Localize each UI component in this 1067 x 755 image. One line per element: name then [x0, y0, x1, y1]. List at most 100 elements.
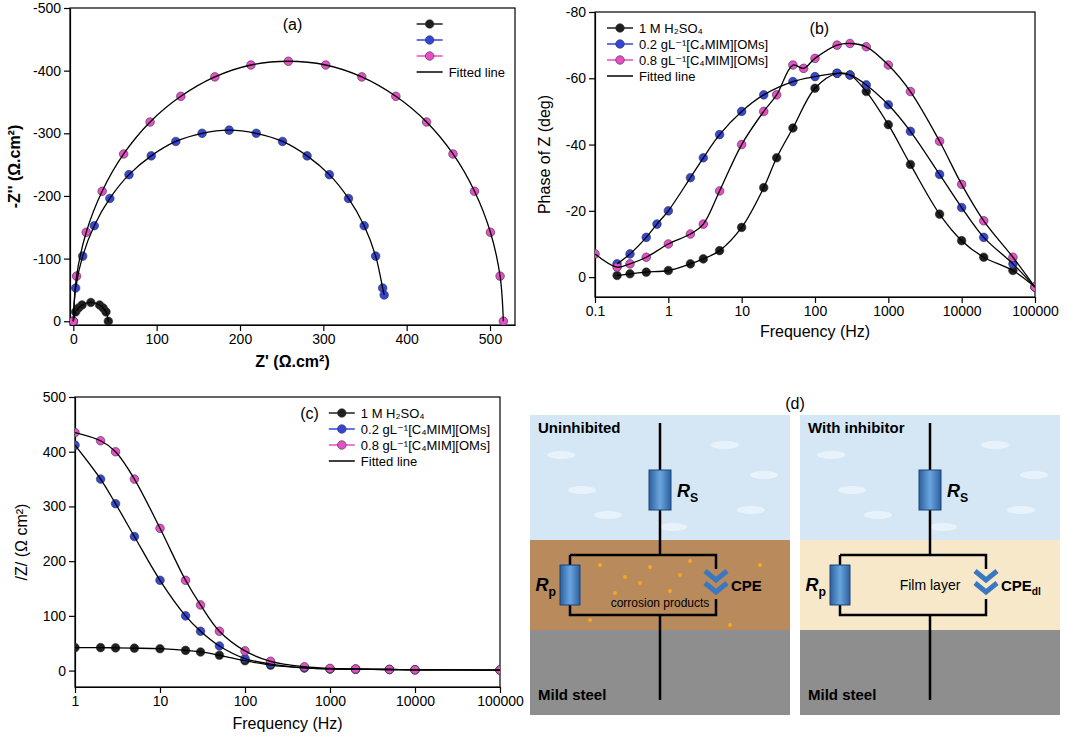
tick: 0 — [58, 663, 75, 679]
plot-area — [70, 57, 508, 325]
texture — [981, 441, 1009, 449]
texture — [838, 486, 866, 494]
legend-entry: 0.2 gL⁻¹[C₄MIM][OMs] — [607, 37, 768, 52]
x-axis: 110100100010000100000 — [72, 687, 524, 709]
legend-line — [329, 460, 355, 462]
panel: 1101001000100001000000100200300400500Fre… — [13, 389, 524, 732]
tick: 0 — [53, 313, 70, 329]
rs-label: RS — [677, 481, 698, 505]
layer-label: Film layer — [900, 577, 961, 593]
tick-label: -400 — [33, 63, 61, 79]
legend-marker — [338, 441, 347, 450]
plot-frame — [70, 8, 515, 325]
series — [613, 69, 1035, 291]
tick-label: 1 — [72, 693, 80, 709]
tick: 400 — [43, 444, 75, 460]
plot-frame — [595, 12, 1035, 297]
corrosion-particle — [688, 559, 692, 563]
legend-marker — [425, 52, 434, 61]
texture — [594, 511, 622, 519]
tick-label: 0 — [58, 663, 66, 679]
legend-label: 0.8 gL⁻¹[C₄MIM][OMs] — [639, 53, 768, 68]
y-axis-title: /Z/ (Ω cm²) — [13, 504, 30, 581]
diagram: (d)UninhibitedRSRpCPEcorrosion productsM… — [530, 395, 1060, 715]
legend: Fitted line — [417, 20, 505, 80]
legend-entry — [417, 52, 443, 61]
cpe-label: CPE — [731, 577, 762, 594]
rs-label-main: R — [677, 481, 690, 501]
texture — [929, 523, 957, 531]
tick-label: 10 — [153, 693, 169, 709]
tick-label: 100000 — [1012, 303, 1059, 319]
tick-label: 100000 — [477, 693, 524, 709]
tick-label: 200 — [43, 553, 67, 569]
tick-mark — [589, 78, 595, 79]
legend-label: 0.2 gL⁻¹[C₄MIM][OMs] — [361, 422, 490, 437]
tick: 10 — [153, 687, 169, 709]
corrosion-particle — [613, 591, 617, 595]
tick-mark — [589, 144, 595, 145]
legend-entry: Fitted line — [329, 454, 417, 469]
legend-marker — [616, 40, 625, 49]
plot-area — [595, 39, 1035, 291]
tick-mark — [69, 397, 75, 398]
series — [595, 39, 1035, 291]
fitted-line — [73, 302, 108, 321]
tick-mark — [64, 8, 70, 9]
corrosion-particle — [678, 573, 682, 577]
plot-area — [75, 428, 500, 674]
texture — [737, 506, 765, 514]
tick-label: -40 — [566, 137, 586, 153]
legend-label: 1 M H₂SO₄ — [361, 406, 425, 421]
tick: 10 — [734, 297, 750, 319]
tick-label: 0 — [70, 331, 78, 347]
tick: -200 — [33, 188, 70, 204]
tick: 10000 — [396, 687, 435, 709]
tick: -400 — [33, 63, 70, 79]
corrosion-particle — [728, 623, 732, 627]
tick: 100 — [145, 325, 169, 347]
tick: 200 — [229, 325, 253, 347]
tick: -100 — [33, 251, 70, 267]
tick-label: 400 — [43, 444, 67, 460]
rs-label-main: R — [947, 481, 960, 501]
texture — [547, 451, 575, 459]
axis-line — [71, 325, 516, 326]
tick-label: -80 — [566, 4, 586, 20]
wire — [570, 423, 716, 700]
tick-mark — [69, 616, 75, 617]
tick-label: 200 — [229, 331, 253, 347]
tick-mark — [589, 211, 595, 212]
tick-label: 1000 — [315, 693, 346, 709]
fitted-line — [75, 445, 500, 670]
substrate-label: Mild steel — [808, 686, 876, 703]
tick-label: 500 — [479, 331, 503, 347]
rp-label: Rp — [806, 575, 826, 599]
tick-mark — [589, 277, 595, 278]
texture — [817, 451, 845, 459]
legend: 1 M H₂SO₄0.2 gL⁻¹[C₄MIM][OMs]0.8 gL⁻¹[C₄… — [607, 21, 768, 84]
legend-label: Fitted line — [449, 65, 505, 80]
legend-label: Fitted line — [639, 69, 695, 84]
legend-marker — [338, 425, 347, 434]
rp-label-main: R — [536, 575, 549, 595]
tick: 100000 — [477, 687, 524, 709]
resistor — [649, 470, 671, 510]
legend-entry — [417, 36, 443, 45]
legend-label: 0.8 gL⁻¹[C₄MIM][OMs] — [361, 438, 490, 453]
tick-label: 10000 — [396, 693, 435, 709]
series — [75, 428, 500, 674]
legend: 1 M H₂SO₄0.2 gL⁻¹[C₄MIM][OMs]0.8 gL⁻¹[C₄… — [329, 406, 490, 469]
fitted-line — [73, 61, 503, 321]
rs-label: RS — [947, 481, 968, 505]
cpe-label: CPEdl — [1001, 577, 1041, 597]
legend-marker — [338, 409, 347, 418]
panel-title: With inhibitor — [808, 419, 905, 436]
plot-frame — [75, 397, 500, 687]
tick-label: 10000 — [943, 303, 982, 319]
tick: -500 — [33, 0, 70, 16]
circuit-panel: UninhibitedRSRpCPEcorrosion productsMild… — [530, 415, 790, 715]
tick: 400 — [395, 325, 419, 347]
tick-mark — [69, 506, 75, 507]
cpe-label-sub: dl — [1032, 586, 1041, 597]
